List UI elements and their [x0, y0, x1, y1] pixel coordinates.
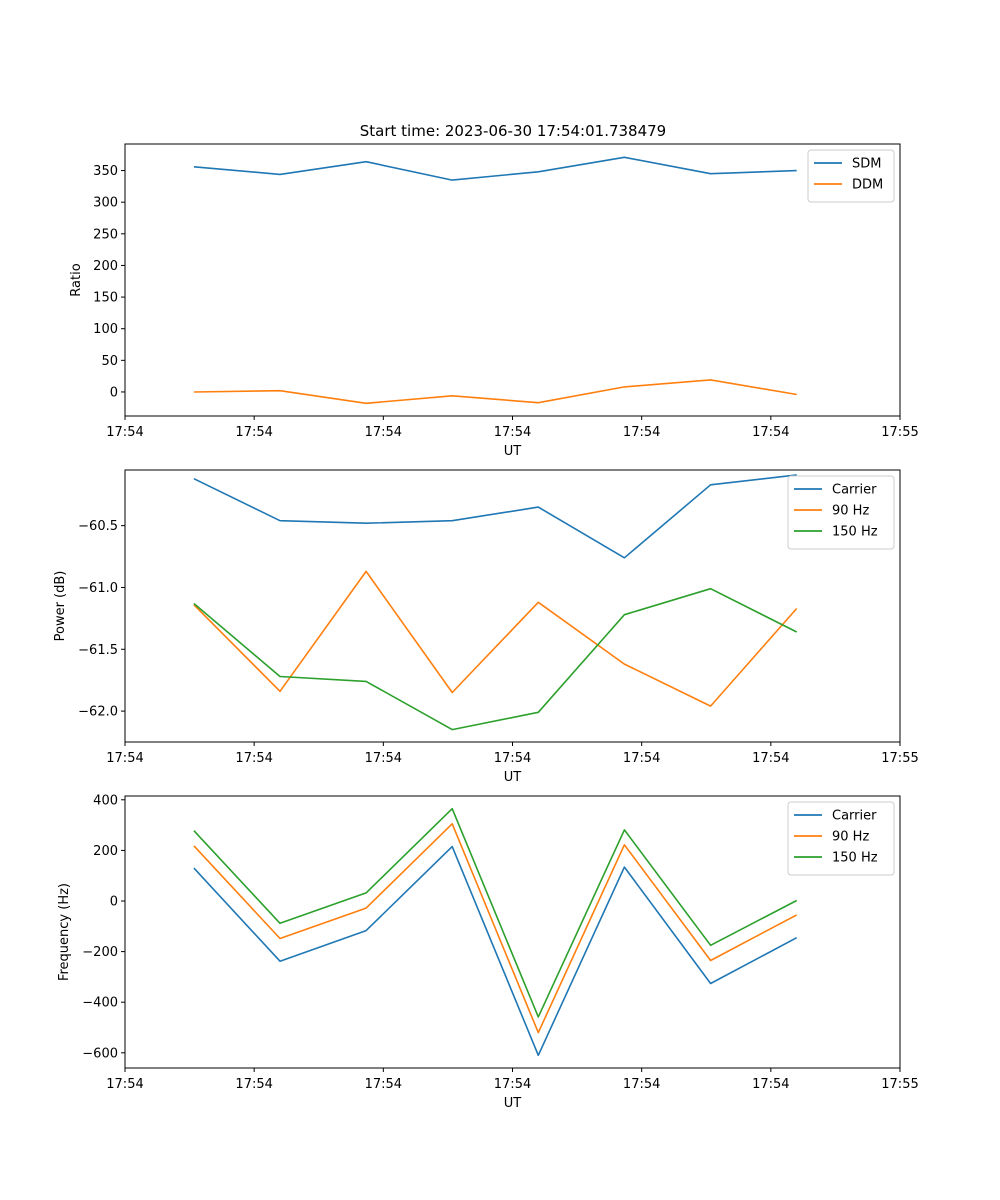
x-axis-label: UT — [504, 444, 522, 459]
figure-title: Start time: 2023-06-30 17:54:01.738479 — [360, 122, 666, 140]
y-tick-label: 350 — [93, 164, 118, 179]
x-tick-label: 17:55 — [881, 1077, 918, 1092]
y-tick-label: 200 — [93, 844, 118, 859]
legend-label: DDM — [852, 178, 883, 193]
x-tick-label: 17:54 — [752, 751, 789, 766]
series-line-90-hz — [193, 570, 798, 707]
series-line-150-hz — [193, 587, 798, 731]
y-axis-label: Power (dB) — [53, 571, 68, 642]
y-tick-label: −61.5 — [78, 643, 118, 658]
x-tick-label: 17:54 — [752, 1077, 789, 1092]
x-tick-label: 17:54 — [235, 425, 272, 440]
y-tick-label: −61.0 — [78, 581, 118, 596]
series-line-carrier — [193, 845, 798, 1057]
series-line-carrier — [193, 474, 797, 559]
y-tick-label: 50 — [101, 354, 118, 369]
subplot-ratio: 17:54 17:54 17:54 17:54 17:54 17:54 17:55 0 50 10… — [69, 143, 919, 459]
x-tick-label: 17:55 — [881, 751, 918, 766]
x-tick-label: 17:54 — [365, 751, 402, 766]
x-tick-label: 17:54 — [106, 751, 143, 766]
legend-label: 90 Hz — [832, 504, 869, 519]
series-line-ddm — [193, 379, 797, 405]
y-tick-label: −60.5 — [78, 519, 118, 534]
x-tick-label: 17:54 — [106, 425, 143, 440]
x-axis-label: UT — [504, 770, 522, 785]
y-tick-label: 150 — [93, 291, 118, 306]
axes-frame — [124, 143, 901, 417]
x-tick-label: 17:54 — [106, 1077, 143, 1092]
y-tick-label: −400 — [82, 996, 118, 1011]
x-tick-label: 17:54 — [235, 751, 272, 766]
y-axis-label: Ratio — [69, 263, 84, 296]
legend-label: 150 Hz — [832, 851, 878, 866]
y-tick-label: −200 — [82, 945, 118, 960]
x-tick-label: 17:54 — [494, 1077, 531, 1092]
y-tick-label: −600 — [82, 1046, 118, 1061]
y-tick-label: 100 — [93, 322, 118, 337]
y-tick-label: −62.0 — [78, 705, 118, 720]
x-tick-label: 17:54 — [623, 751, 660, 766]
x-tick-label: 17:54 — [365, 1077, 402, 1092]
series-line-150-hz — [193, 807, 798, 1018]
x-tick-label: 17:54 — [235, 1077, 272, 1092]
subplot-frequency: 17:54 17:54 17:54 17:54 17:54 17:54 17:55 −600 −… — [57, 793, 919, 1111]
legend-label: Carrier — [832, 809, 877, 824]
legend-label: 90 Hz — [832, 830, 869, 845]
y-tick-label: 0 — [110, 895, 118, 910]
y-tick-label: 0 — [110, 385, 118, 400]
legend-label: Carrier — [832, 483, 877, 498]
y-tick-label: 300 — [93, 196, 118, 211]
y-axis-label: Frequency (Hz) — [57, 883, 72, 981]
x-tick-label: 17:54 — [494, 751, 531, 766]
series-line-90-hz — [193, 822, 798, 1034]
series-line-sdm — [193, 156, 797, 181]
x-tick-label: 17:54 — [494, 425, 531, 440]
y-tick-label: 400 — [93, 793, 118, 808]
x-axis-label: UT — [504, 1096, 522, 1111]
x-tick-label: 17:54 — [623, 1077, 660, 1092]
y-tick-label: 200 — [93, 259, 118, 274]
y-tick-label: 250 — [93, 227, 118, 242]
axes-frame — [124, 795, 901, 1069]
legend-label: SDM — [852, 157, 881, 172]
subplot-power: 17:54 17:54 17:54 17:54 17:54 17:54 17:55 −62.0… — [53, 469, 919, 785]
x-tick-label: 17:54 — [623, 425, 660, 440]
legend-label: 150 Hz — [832, 525, 878, 540]
x-tick-label: 17:55 — [881, 425, 918, 440]
x-tick-label: 17:54 — [752, 425, 789, 440]
x-tick-label: 17:54 — [365, 425, 402, 440]
